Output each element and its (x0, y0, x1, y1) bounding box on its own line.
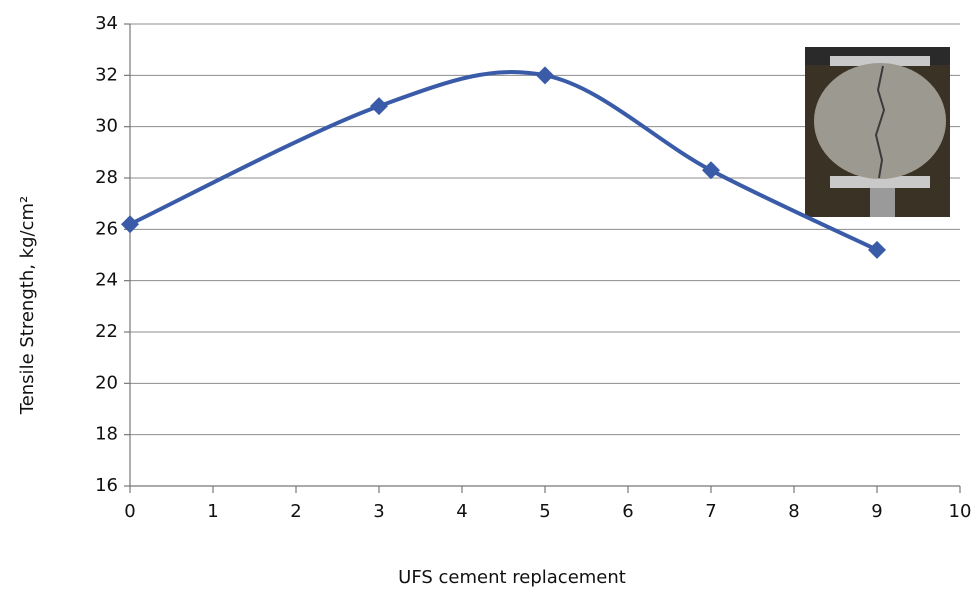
y-tick-label: 34 (95, 13, 118, 34)
x-tick-label: 7 (705, 501, 716, 522)
data-point (868, 241, 886, 259)
x-tick-label: 4 (456, 501, 467, 522)
data-point (702, 161, 720, 179)
x-tick-label: 5 (539, 501, 550, 522)
data-line (130, 72, 877, 250)
y-tick-label: 20 (95, 372, 118, 393)
data-point (370, 97, 388, 115)
x-tick-label: 9 (871, 501, 882, 522)
x-tick-label: 3 (373, 501, 384, 522)
y-tick-label: 22 (95, 321, 118, 342)
y-tick-label: 32 (95, 64, 118, 85)
data-point (536, 66, 554, 84)
x-tick-label: 1 (207, 501, 218, 522)
y-tick-label: 26 (95, 218, 118, 239)
x-tick-label: 10 (949, 501, 972, 522)
x-tick-label: 8 (788, 501, 799, 522)
data-point (121, 215, 139, 233)
y-tick-label: 24 (95, 270, 118, 291)
x-tick-label: 2 (290, 501, 301, 522)
x-tick-label: 6 (622, 501, 633, 522)
chart: UFS cement replacement Tensile Strength,… (0, 0, 975, 590)
y-tick-label: 28 (95, 167, 118, 188)
x-axis-label: UFS cement replacement (398, 567, 626, 588)
y-tick-label: 18 (95, 424, 118, 445)
x-tick-label: 0 (124, 501, 135, 522)
inset-photo (805, 47, 950, 217)
y-tick-label: 30 (95, 116, 118, 137)
y-tick-label: 16 (95, 475, 118, 496)
y-axis-label: Tensile Strength, kg/cm² (17, 196, 38, 415)
